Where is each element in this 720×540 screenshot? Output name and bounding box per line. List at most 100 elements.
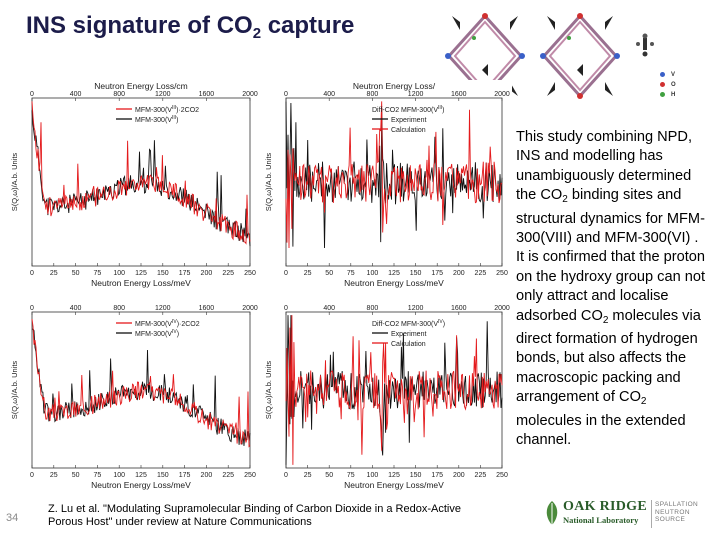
top-tick-label: 400 bbox=[70, 305, 82, 312]
top-tick-label: 0 bbox=[30, 91, 34, 98]
calculation-line bbox=[31, 319, 251, 448]
top-tick-label: 0 bbox=[284, 305, 288, 312]
bottom-tick-label: 225 bbox=[475, 472, 487, 479]
leaf-icon bbox=[546, 501, 558, 525]
legend-title: Diff-CO2 MFM-300(VIV) bbox=[372, 319, 445, 328]
bottom-tick-label: 75 bbox=[347, 472, 355, 479]
bottom-tick-label: 25 bbox=[50, 472, 58, 479]
top-tick-label: 1600 bbox=[451, 91, 467, 98]
y-axis-label: S(Q,ω)/A.b. Units bbox=[264, 153, 273, 212]
logo-separator bbox=[651, 500, 652, 528]
top-tick-label: 0 bbox=[30, 305, 34, 312]
bottom-tick-label: 125 bbox=[388, 270, 400, 277]
top-tick-label: 400 bbox=[323, 305, 335, 312]
bottom-tick-label: 0 bbox=[30, 270, 34, 277]
slide-number: 34 bbox=[6, 512, 19, 524]
bottom-tick-label: 100 bbox=[367, 472, 379, 479]
top-tick-label: 2000 bbox=[494, 305, 510, 312]
bottom-tick-label: 175 bbox=[431, 472, 443, 479]
bottom-tick-label: 125 bbox=[135, 472, 147, 479]
bottom-axis-label: Neutron Energy Loss/meV bbox=[91, 480, 191, 490]
legend-item: MFM-300(VIII)·2CO2 bbox=[135, 105, 199, 114]
logo-sub: SPALLATION NEUTRON SOURCE bbox=[655, 501, 699, 523]
bottom-tick-label: 150 bbox=[410, 270, 422, 277]
bottom-tick-label: 75 bbox=[347, 270, 355, 277]
legend-item: MFM-300(VIV)·2CO2 bbox=[135, 319, 200, 328]
legend-v: V bbox=[660, 70, 676, 80]
top-tick-label: 1200 bbox=[155, 305, 171, 312]
bottom-tick-label: 75 bbox=[94, 270, 102, 277]
bottom-tick-label: 0 bbox=[30, 472, 34, 479]
bottom-tick-label: 100 bbox=[367, 270, 379, 277]
bottom-tick-label: 250 bbox=[244, 270, 256, 277]
bottom-tick-label: 100 bbox=[113, 270, 125, 277]
panel-legend: Diff-CO2 MFM-300(VIII) Experiment Calculat… bbox=[372, 105, 445, 134]
mof-structure-image bbox=[445, 13, 654, 99]
bottom-tick-label: 175 bbox=[179, 472, 191, 479]
logo-line2: National Laboratory bbox=[563, 515, 639, 525]
ins-spectrum-top-right: Neutron Energy Loss/0 400 800 1200 1600 2000 0… bbox=[262, 80, 512, 292]
top-tick-label: 800 bbox=[113, 91, 125, 98]
top-tick-label: 800 bbox=[367, 91, 379, 98]
oak-ridge-logo: OAK RIDGE National Laboratory SPALLATION… bbox=[543, 497, 718, 537]
legend-h-dot bbox=[660, 91, 665, 97]
top-tick-label: 2000 bbox=[242, 305, 258, 312]
bottom-tick-label: 250 bbox=[244, 472, 256, 479]
logo-line1: OAK RIDGE bbox=[563, 499, 647, 514]
bottom-tick-label: 25 bbox=[50, 270, 58, 277]
bottom-tick-label: 175 bbox=[179, 270, 191, 277]
legend-h: H bbox=[660, 90, 676, 100]
bottom-tick-label: 150 bbox=[157, 270, 169, 277]
legend-item: Experiment bbox=[391, 117, 426, 124]
bottom-tick-label: 225 bbox=[475, 270, 487, 277]
bottom-tick-label: 50 bbox=[72, 270, 80, 277]
bottom-tick-label: 175 bbox=[431, 270, 443, 277]
bottom-tick-label: 200 bbox=[453, 270, 465, 277]
top-tick-label: 800 bbox=[367, 305, 379, 312]
bottom-tick-label: 150 bbox=[410, 472, 422, 479]
bottom-tick-label: 0 bbox=[284, 270, 288, 277]
legend-v-dot bbox=[660, 71, 665, 77]
summary-text: This study combining NPD, INS and modell… bbox=[516, 129, 706, 449]
legend-item: Calculation bbox=[391, 341, 426, 348]
bottom-tick-label: 150 bbox=[157, 472, 169, 479]
top-tick-label: 1600 bbox=[199, 91, 215, 98]
molecule-legend: V O H bbox=[660, 70, 676, 100]
bottom-tick-label: 50 bbox=[325, 270, 333, 277]
legend-item: Calculation bbox=[391, 127, 426, 134]
calculation-line bbox=[31, 101, 251, 245]
br-svg: 0 400 800 1200 1600 2000 0 25 50 75 100 125 150 175 20… bbox=[264, 305, 510, 490]
bottom-tick-label: 125 bbox=[135, 270, 147, 277]
legend-o-dot bbox=[660, 81, 665, 87]
tl-svg: Neutron Energy Loss/cm 0 400 800 1200 1600 200… bbox=[10, 81, 258, 288]
legend-o: O bbox=[660, 80, 676, 90]
bottom-tick-label: 0 bbox=[284, 472, 288, 479]
reference-citation: Z. Lu et al. "Modulating Supramolecular … bbox=[48, 503, 461, 528]
top-tick-label: 800 bbox=[113, 305, 125, 312]
slide-title: INS signature of CO2 capture bbox=[26, 12, 355, 42]
top-tick-label: 2000 bbox=[494, 91, 510, 98]
bottom-tick-label: 250 bbox=[496, 270, 508, 277]
bottom-tick-label: 125 bbox=[388, 472, 400, 479]
tr-svg: Neutron Energy Loss/0 400 800 1200 1600 2000 0… bbox=[264, 81, 510, 288]
bottom-tick-label: 25 bbox=[304, 472, 312, 479]
calculation-line bbox=[285, 101, 503, 249]
ins-spectrum-top-left: Neutron Energy Loss/cm 0 400 800 1200 1600 200… bbox=[8, 80, 260, 292]
bottom-tick-label: 200 bbox=[201, 270, 213, 277]
top-tick-label: 1200 bbox=[408, 305, 424, 312]
legend-item: MFM-300(VIII) bbox=[135, 115, 178, 124]
bottom-tick-label: 250 bbox=[496, 472, 508, 479]
experiment-line bbox=[285, 315, 503, 465]
calculation-line bbox=[285, 315, 503, 465]
co2-molecule-image bbox=[636, 33, 654, 57]
bottom-axis-label: Neutron Energy Loss/meV bbox=[91, 278, 191, 288]
y-axis-label: S(Q,ω)/A.b. Units bbox=[10, 361, 19, 420]
top-tick-label: 1200 bbox=[408, 91, 424, 98]
top-tick-label: 400 bbox=[323, 91, 335, 98]
legend-item: MFM-300(VIV) bbox=[135, 329, 179, 338]
bottom-tick-label: 200 bbox=[453, 472, 465, 479]
bottom-tick-label: 225 bbox=[222, 472, 234, 479]
bottom-tick-label: 100 bbox=[113, 472, 125, 479]
top-tick-label: 2000 bbox=[242, 91, 258, 98]
